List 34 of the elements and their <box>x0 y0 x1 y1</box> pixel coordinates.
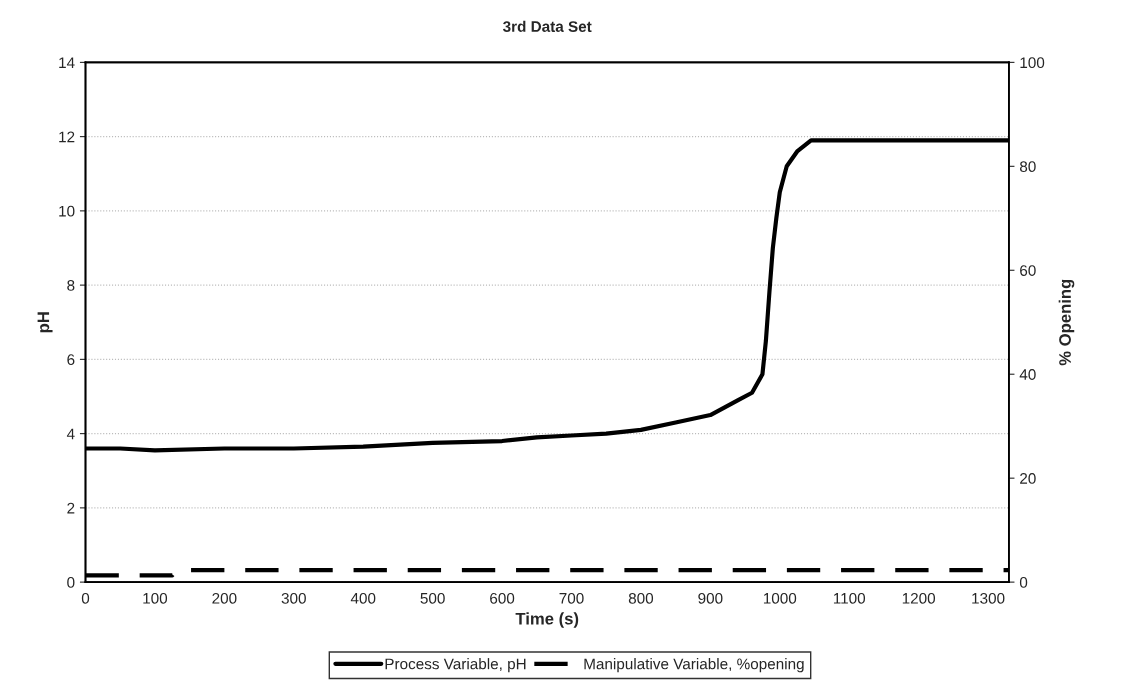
x-tick-label: 500 <box>420 592 445 604</box>
legend-label: Process Variable, pH <box>385 658 526 673</box>
x-tick-label: 700 <box>559 592 584 604</box>
x-axis-title: Time (s) <box>515 612 579 628</box>
y2-tick-label: 80 <box>1019 161 1036 173</box>
y2-tick-label: 60 <box>1020 265 1036 276</box>
y2-tick-label: 0 <box>1019 576 1028 588</box>
y2-tick-label: 40 <box>1019 369 1036 380</box>
chart-title: 3rd Data Set <box>502 20 592 32</box>
x-tick-label: 1000 <box>763 592 797 604</box>
x-tick-label: 400 <box>350 592 376 604</box>
x-tick-label: 600 <box>490 592 515 604</box>
x-tick-label: 1100 <box>833 592 866 604</box>
x-tick-label: 200 <box>212 592 237 604</box>
y-tick-label: 2 <box>67 502 75 514</box>
x-tick-label: 100 <box>143 592 168 604</box>
x-tick-label: 0 <box>81 592 90 604</box>
legend-label: Manipulative Variable, %opening <box>584 658 804 673</box>
x-tick-label: 1300 <box>972 592 1005 604</box>
x-tick-label: 300 <box>281 592 306 604</box>
y-tick-label: 14 <box>59 57 75 68</box>
x-tick-label: 1200 <box>902 592 936 604</box>
y-tick-label: 12 <box>59 131 75 143</box>
y-tick-label: 0 <box>67 576 75 588</box>
x-tick-label: 900 <box>698 592 723 604</box>
y-tick-label: 8 <box>67 279 75 291</box>
y2-tick-label: 100 <box>1020 57 1045 69</box>
y2-tick-label: 20 <box>1020 473 1036 484</box>
y-axis-title: pH <box>37 312 53 333</box>
y-tick-label: 4 <box>66 428 75 440</box>
y2-axis-title: % Opening <box>1058 279 1075 366</box>
y-tick-label: 6 <box>67 354 75 366</box>
y-tick-label: 10 <box>59 205 75 217</box>
x-tick-label: 800 <box>628 592 654 604</box>
